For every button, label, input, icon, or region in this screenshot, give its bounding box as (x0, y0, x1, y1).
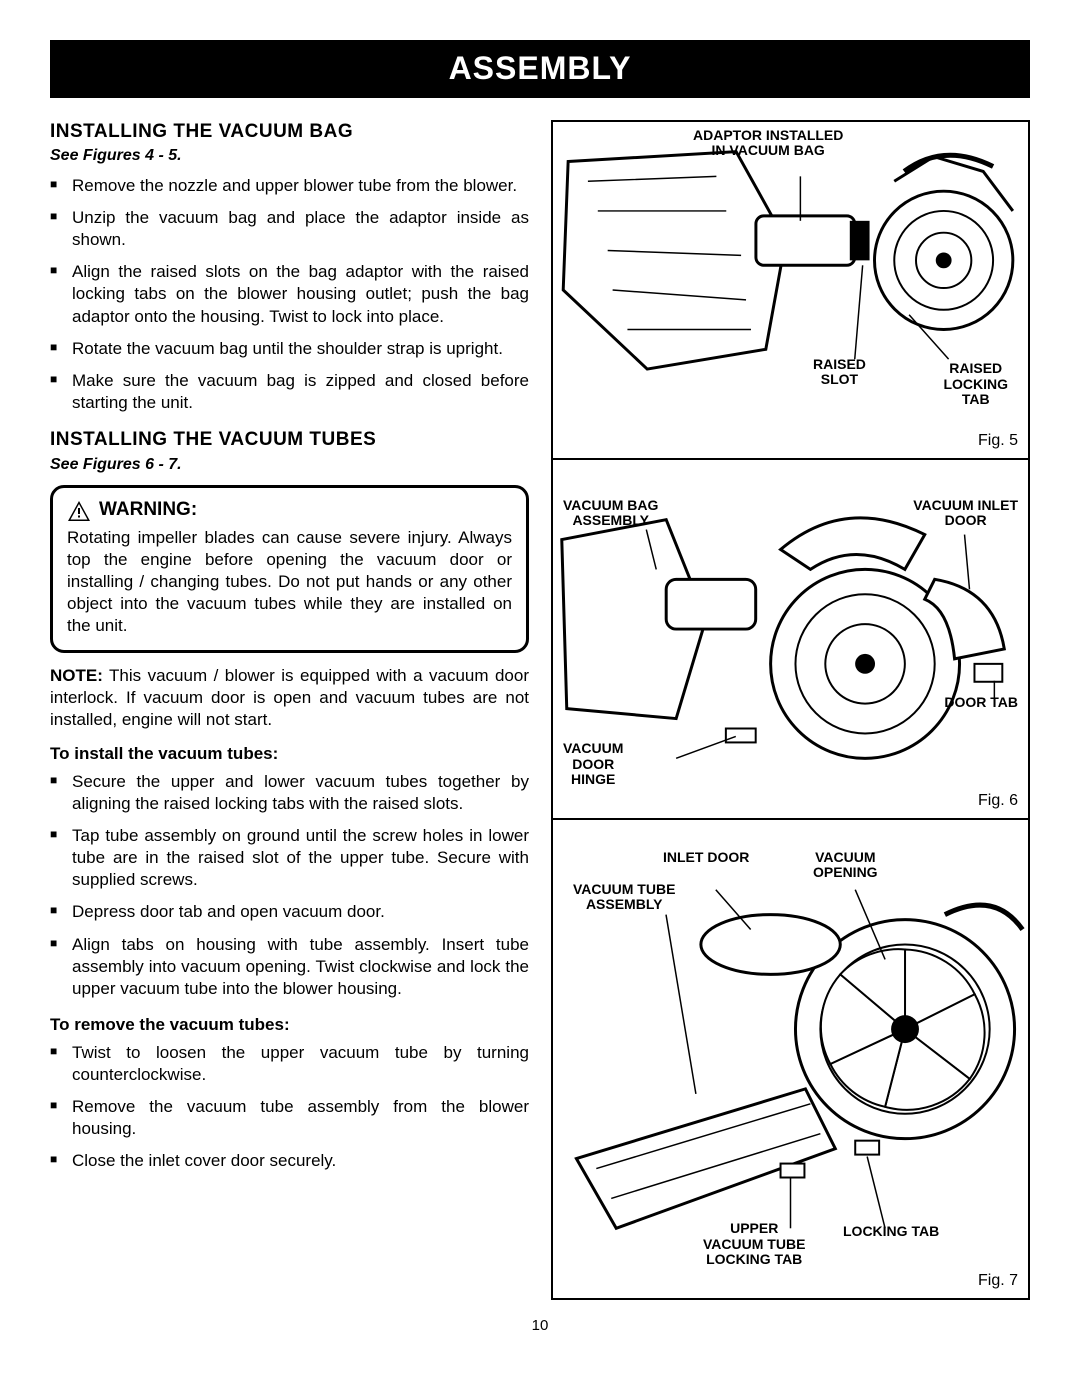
list-item: Depress door tab and open vacuum door. (50, 901, 529, 923)
figure-6-panel: VACUUM BAG ASSEMBLY VACUUM INLET DOOR DO… (551, 460, 1030, 820)
list-item: Tap tube assembly on ground until the sc… (50, 825, 529, 891)
list-item: Remove the vacuum tube assembly from the… (50, 1096, 529, 1140)
warning-triangle-icon (67, 500, 91, 522)
install-bullets: Secure the upper and lower vacuum tubes … (50, 771, 529, 1000)
fig7-callout-vacuum-tube-assembly: VACUUM TUBE ASSEMBLY (573, 882, 675, 913)
figure-6-caption: Fig. 6 (978, 791, 1018, 812)
figure-7-caption: Fig. 7 (978, 1271, 1018, 1292)
fig6-callout-vacuum-bag-assembly: VACUUM BAG ASSEMBLY (563, 498, 658, 529)
warning-heading: WARNING: (67, 498, 512, 523)
list-item: Remove the nozzle and upper blower tube … (50, 175, 529, 197)
note-paragraph: NOTE: This vacuum / blower is equipped w… (50, 665, 529, 731)
list-item: Unzip the vacuum bag and place the adapt… (50, 207, 529, 251)
page-number: 10 (50, 1316, 1030, 1336)
note-text: This vacuum / blower is equipped with a … (50, 666, 529, 729)
remove-bullets: Twist to loosen the upper vacuum tube by… (50, 1042, 529, 1172)
page-title-bar: ASSEMBLY (50, 40, 1030, 98)
fig7-callout-locking-tab: LOCKING TAB (843, 1224, 939, 1239)
section1-bullets: Remove the nozzle and upper blower tube … (50, 175, 529, 414)
fig7-callout-vacuum-opening: VACUUM OPENING (813, 850, 878, 881)
list-item: Secure the upper and lower vacuum tubes … (50, 771, 529, 815)
list-item: Align the raised slots on the bag adapto… (50, 261, 529, 327)
list-item: Rotate the vacuum bag until the shoulder… (50, 338, 529, 360)
list-item: Align tabs on housing with tube assembly… (50, 934, 529, 1000)
fig7-callout-inlet-door: INLET DOOR (663, 850, 749, 865)
section1-see-figures: See Figures 4 - 5. (50, 146, 529, 167)
fig5-callout-adaptor: ADAPTOR INSTALLED IN VACUUM BAG (693, 128, 843, 159)
remove-heading: To remove the vacuum tubes: (50, 1014, 529, 1036)
fig5-callout-raised-slot: RAISED SLOT (813, 357, 866, 388)
right-column: ADAPTOR INSTALLED IN VACUUM BAG RAISED S… (551, 120, 1030, 1300)
list-item: Close the inlet cover door securely. (50, 1150, 529, 1172)
figure-5-panel: ADAPTOR INSTALLED IN VACUUM BAG RAISED S… (551, 120, 1030, 460)
left-column: INSTALLING THE VACUUM BAG See Figures 4 … (50, 120, 529, 1300)
figure-5-caption: Fig. 5 (978, 431, 1018, 452)
warning-box: WARNING: Rotating impeller blades can ca… (50, 485, 529, 652)
fig5-callout-raised-locking-tab: RAISED LOCKING TAB (943, 361, 1008, 407)
note-label: NOTE: (50, 666, 103, 685)
section2-heading: INSTALLING THE VACUUM TUBES (50, 428, 529, 453)
two-column-layout: INSTALLING THE VACUUM BAG See Figures 4 … (50, 120, 1030, 1300)
fig6-callout-door-tab: DOOR TAB (944, 695, 1018, 710)
page-title: ASSEMBLY (449, 50, 632, 86)
list-item: Make sure the vacuum bag is zipped and c… (50, 370, 529, 414)
fig6-callout-vacuum-door-hinge: VACUUM DOOR HINGE (563, 741, 623, 787)
fig6-callout-vacuum-inlet-door: VACUUM INLET DOOR (913, 498, 1018, 529)
figure-7-panel: INLET DOOR VACUUM TUBE ASSEMBLY VACUUM O… (551, 820, 1030, 1300)
fig7-callout-upper-vacuum-tube-locking-tab: UPPER VACUUM TUBE LOCKING TAB (703, 1221, 805, 1267)
list-item: Twist to loosen the upper vacuum tube by… (50, 1042, 529, 1086)
warning-text: Rotating impeller blades can cause sever… (67, 527, 512, 637)
section1-heading: INSTALLING THE VACUUM BAG (50, 120, 529, 145)
install-heading: To install the vacuum tubes: (50, 743, 529, 765)
section2-see-figures: See Figures 6 - 7. (50, 455, 529, 476)
warning-label: WARNING: (99, 498, 197, 523)
